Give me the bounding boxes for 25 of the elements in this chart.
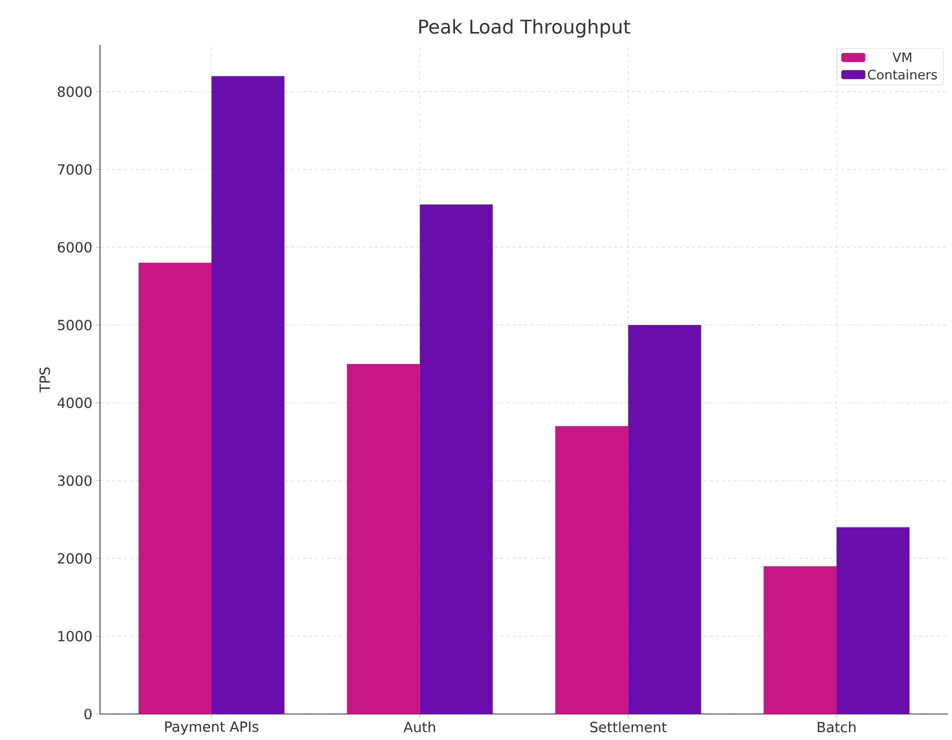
bar (346, 364, 420, 714)
bar (555, 426, 628, 714)
y-axis-title: TPS (39, 367, 50, 392)
x-tick-label: Settlement (590, 722, 667, 732)
legend-label: Containers (868, 69, 937, 80)
bar (764, 566, 837, 714)
bar (836, 527, 910, 714)
y-tick-label: 4000 (58, 398, 92, 408)
y-tick-label: 0 (84, 708, 92, 720)
y-tick-label: 7000 (58, 164, 92, 175)
bar (211, 76, 284, 714)
legend-label: VM (892, 52, 912, 62)
bar (138, 262, 212, 714)
chart-title: Peak Load Throughput (419, 19, 630, 38)
x-tick-label: Auth (404, 722, 436, 732)
y-tick-label: 6000 (58, 242, 92, 253)
bar (420, 204, 493, 714)
x-tick-label: Batch (818, 722, 856, 732)
bar (628, 325, 702, 714)
x-tick-label: Payment APIs (165, 722, 258, 735)
y-tick-label: 8000 (58, 86, 92, 97)
y-tick-label: 1000 (58, 630, 92, 642)
y-tick-label: 3000 (58, 475, 92, 486)
y-tick-label: 2000 (58, 553, 92, 564)
y-tick-label: 5000 (58, 320, 92, 330)
